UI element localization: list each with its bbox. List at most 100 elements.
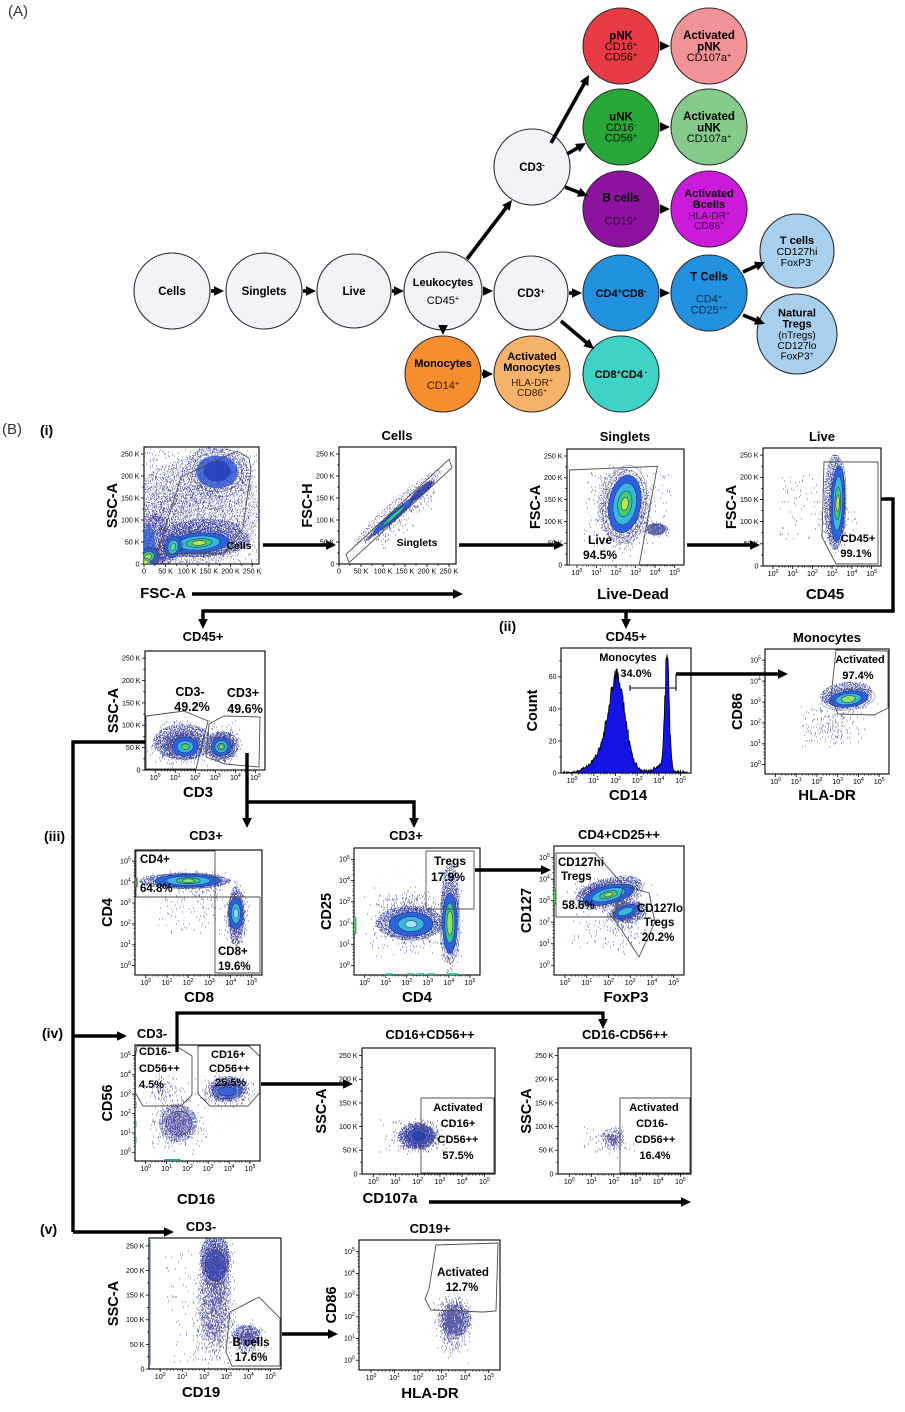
svg-text:100: 100 [750,760,761,769]
svg-text:CD4+​: CD4+​ [696,292,722,306]
svg-text:150 K: 150 K [535,1099,554,1107]
svg-text:0: 0 [337,568,341,576]
svg-text:101: 101 [591,568,602,577]
svg-text:250 K: 250 K [121,450,140,458]
svg-text:Activated: Activated [629,1102,679,1114]
svg-text:pNK: pNK [609,31,633,43]
svg-text:103: 103 [210,773,221,782]
svg-text:102: 102 [608,1177,619,1186]
svg-text:100: 100 [359,978,370,987]
svg-text:FSC-H: FSC-H [300,483,316,527]
svg-text:102: 102 [603,978,614,987]
svg-text:103: 103 [120,1089,131,1098]
svg-text:200 K: 200 K [740,474,759,482]
svg-text:CD16-: CD16- [636,1118,668,1130]
svg-text:101: 101 [380,978,391,987]
svg-text:HLA-DR: HLA-DR [798,787,856,804]
svg-text:50 K: 50 K [539,1147,554,1155]
svg-text:Tregs: Tregs [644,917,675,929]
svg-text:CD45: CD45 [806,586,844,603]
svg-text:104: 104 [457,1177,468,1186]
svg-text:Activated: Activated [683,30,735,42]
svg-text:FoxP3+​: FoxP3+​ [781,351,814,363]
svg-text:58.6%: 58.6% [562,900,595,912]
svg-text:105: 105 [750,656,761,665]
svg-text:101: 101 [539,939,550,948]
svg-text:SSC-A: SSC-A [106,1280,122,1326]
svg-text:105: 105 [246,978,257,987]
svg-text:102: 102 [610,776,621,785]
svg-text:CD4+​CD8-​: CD4+​CD8-​ [596,287,647,301]
svg-text:103: 103 [631,1177,642,1186]
svg-text:CD107a+​: CD107a+​ [687,51,732,65]
svg-text:105: 105 [675,1177,686,1186]
svg-text:103: 103 [632,776,643,785]
svg-text:103: 103 [827,569,838,578]
svg-text:12.7%: 12.7% [446,1282,479,1294]
svg-text:Singlets: Singlets [397,537,438,549]
svg-text:SSC-A: SSC-A [519,1088,535,1134]
svg-text:104: 104 [539,874,550,883]
svg-text:CD86+​: CD86+​ [517,388,547,400]
svg-text:CD8: CD8 [184,989,214,1006]
svg-text:100 K: 100 K [316,516,335,524]
svg-text:105: 105 [120,857,131,866]
svg-text:CD16+: CD16+ [441,1118,476,1130]
svg-text:100 K: 100 K [178,568,197,576]
svg-text:CD3+: CD3+ [189,828,223,843]
svg-text:Singlets: Singlets [242,286,287,298]
svg-text:105: 105 [265,1372,276,1381]
svg-text:250 K: 250 K [535,1052,554,1060]
svg-text:FSC-A: FSC-A [140,585,186,602]
svg-text:Activated: Activated [433,1102,483,1114]
svg-text:250 K: 250 K [243,568,262,576]
svg-text:20.2%: 20.2% [642,932,675,944]
svg-text:103: 103 [435,1177,446,1186]
svg-text:101: 101 [389,1373,400,1382]
svg-text:Natural: Natural [778,308,816,320]
svg-text:104: 104 [847,569,858,578]
svg-text:CD56++: CD56++ [635,1134,676,1146]
svg-text:57.5%: 57.5% [442,1150,473,1162]
svg-text:200 K: 200 K [418,568,437,576]
svg-text:102: 102 [182,1164,193,1173]
svg-text:CD127hi: CD127hi [558,857,604,869]
svg-text:150 K: 150 K [544,496,563,504]
svg-text:101: 101 [588,776,599,785]
svg-text:100: 100 [150,773,161,782]
svg-text:104: 104 [750,676,761,685]
svg-text:200 K: 200 K [221,568,240,576]
svg-text:101: 101 [177,1372,188,1381]
svg-text:105: 105 [479,1177,490,1186]
svg-text:Tregs: Tregs [561,871,592,883]
svg-text:CD8+: CD8+ [218,946,248,958]
svg-text:99.1%: 99.1% [840,548,871,560]
svg-text:250 K: 250 K [316,450,335,458]
svg-text:Activated: Activated [684,188,734,200]
svg-text:B cells: B cells [232,1337,269,1349]
svg-text:105: 105 [465,978,476,987]
svg-text:SSC-A: SSC-A [105,482,121,528]
svg-text:105: 105 [245,1164,256,1173]
svg-text:102: 102 [344,1312,355,1321]
svg-text:250 K: 250 K [544,452,563,460]
svg-text:104: 104 [444,978,455,987]
svg-text:FoxP3-​: FoxP3-​ [781,257,814,269]
svg-text:(A): (A) [8,3,28,20]
svg-text:100 K: 100 K [122,722,141,730]
svg-text:Cells: Cells [158,286,186,298]
svg-text:200 K: 200 K [316,472,335,480]
svg-text:CD56++: CD56++ [438,1134,479,1146]
svg-text:104: 104 [650,568,661,577]
svg-text:102: 102 [183,978,194,987]
svg-text:FoxP3: FoxP3 [603,989,648,1006]
svg-text:102: 102 [120,1109,131,1118]
svg-text:97.4%: 97.4% [842,670,873,682]
svg-text:Live: Live [809,429,835,444]
svg-text:102: 102 [339,918,350,927]
svg-text:50 K: 50 K [126,744,141,752]
svg-text:uNK: uNK [609,112,633,124]
svg-text:0: 0 [331,560,335,568]
svg-text:17.6%: 17.6% [235,1352,268,1364]
svg-text:250 K: 250 K [339,1052,358,1060]
